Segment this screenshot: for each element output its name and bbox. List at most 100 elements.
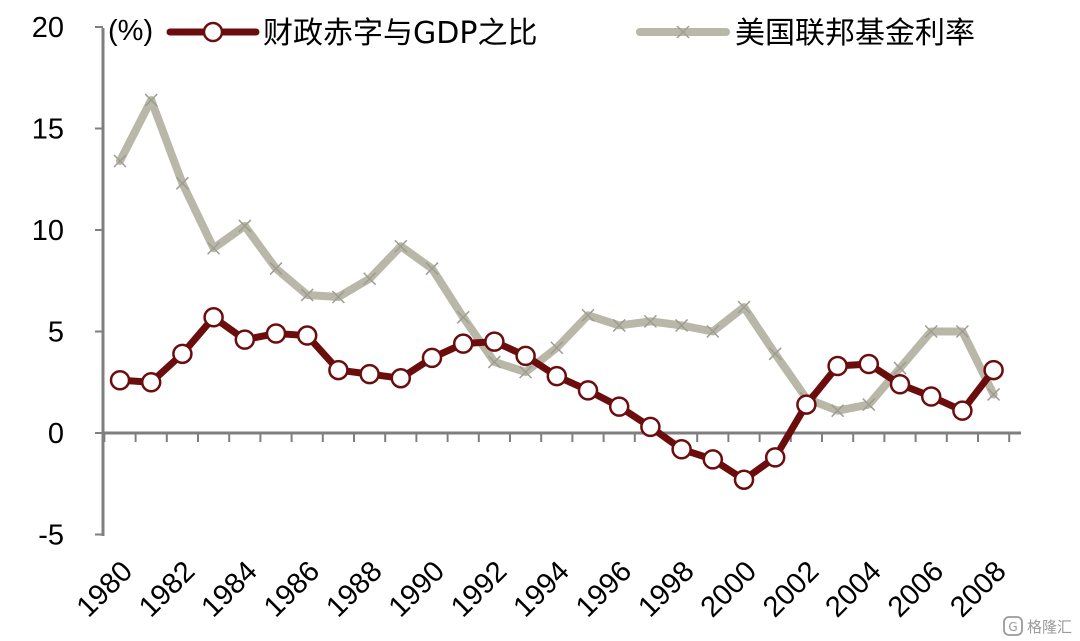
x-tick-label: 2004 bbox=[820, 555, 888, 623]
data-point bbox=[675, 318, 689, 332]
x-tick-label: 1982 bbox=[133, 555, 201, 623]
x-tick-label: 1984 bbox=[196, 555, 264, 623]
data-point bbox=[952, 400, 973, 421]
data-point bbox=[987, 387, 1001, 401]
data-point bbox=[612, 318, 626, 332]
x-tick-label: 1996 bbox=[570, 555, 638, 623]
marker-stroke bbox=[269, 262, 283, 276]
legend-entry-fiscal-deficit: 财政赤字与GDP之比 bbox=[166, 16, 537, 51]
marker-stroke bbox=[987, 387, 1001, 401]
data-point bbox=[764, 447, 786, 468]
data-point bbox=[487, 355, 501, 369]
x-axis-ticks: 1980198219841986198819901992199419961998… bbox=[71, 433, 1013, 624]
marker-stroke bbox=[144, 93, 158, 107]
marker-stroke bbox=[893, 361, 907, 375]
data-point bbox=[796, 394, 817, 415]
marker-stroke bbox=[737, 300, 751, 314]
marker-stroke bbox=[394, 239, 408, 253]
x-tick-label: 1990 bbox=[383, 555, 451, 623]
data-point bbox=[484, 331, 505, 352]
marker-stroke bbox=[207, 241, 221, 255]
y-tick-label: 15 bbox=[32, 114, 64, 146]
marker-stroke bbox=[300, 288, 314, 302]
y-axis-ticks: -5 0 5 10 15 20 bbox=[32, 12, 103, 552]
marker-stroke bbox=[331, 290, 345, 304]
data-point bbox=[643, 314, 657, 328]
watermark: G 格隆汇 bbox=[1003, 616, 1072, 636]
data-point bbox=[831, 404, 845, 418]
g-logo-icon bbox=[1003, 616, 1023, 636]
data-point bbox=[920, 386, 942, 407]
marker-stroke bbox=[955, 324, 969, 339]
data-point bbox=[889, 374, 911, 395]
data-point bbox=[706, 324, 720, 339]
data-point bbox=[394, 239, 408, 253]
marker-stroke bbox=[831, 404, 845, 418]
y-unit-label: (%) bbox=[108, 15, 153, 47]
y-tick-label: -5 bbox=[38, 520, 64, 552]
data-point bbox=[331, 290, 345, 304]
y-tick-label: 5 bbox=[48, 317, 64, 349]
marker-stroke bbox=[862, 398, 876, 412]
data-point bbox=[172, 343, 193, 365]
data-point bbox=[175, 176, 189, 190]
y-tick-label: 20 bbox=[32, 12, 64, 44]
data-point bbox=[207, 241, 221, 255]
data-point bbox=[924, 324, 938, 339]
y-tick-label: 0 bbox=[48, 418, 64, 450]
legend-label: 美国联邦基金利率 bbox=[735, 16, 975, 51]
x-tick-label: 2002 bbox=[757, 555, 825, 623]
marker-stroke bbox=[581, 308, 595, 322]
x-tick-label: 1986 bbox=[258, 555, 326, 623]
data-point bbox=[359, 363, 380, 385]
data-point bbox=[456, 310, 470, 324]
data-point bbox=[733, 469, 755, 490]
x-tick-label: 2006 bbox=[882, 555, 950, 623]
x-tick-label: 1994 bbox=[508, 555, 576, 623]
series-layer bbox=[109, 93, 1004, 490]
legend-label: 财政赤字与GDP之比 bbox=[263, 16, 537, 51]
data-point bbox=[519, 365, 533, 379]
x-tick-label: 1998 bbox=[632, 555, 700, 623]
data-point bbox=[269, 262, 283, 276]
data-point bbox=[296, 325, 318, 346]
legend-marker bbox=[202, 21, 224, 43]
chart-axes bbox=[101, 28, 1021, 536]
data-point bbox=[425, 262, 439, 276]
marker-stroke bbox=[643, 314, 657, 328]
marker-stroke bbox=[456, 310, 470, 324]
x-tick-label: 1992 bbox=[445, 555, 513, 623]
data-point bbox=[546, 365, 568, 387]
data-point bbox=[515, 345, 536, 367]
legend-entry-fed-funds-rate: 美国联邦基金利率 bbox=[636, 16, 975, 51]
data-point bbox=[265, 323, 287, 344]
data-point bbox=[955, 324, 969, 339]
y-tick-label: 10 bbox=[32, 215, 64, 247]
data-point bbox=[893, 361, 907, 375]
data-point bbox=[238, 219, 252, 233]
data-point bbox=[140, 372, 162, 393]
legend-marker bbox=[676, 25, 690, 39]
marker-stroke bbox=[519, 365, 533, 379]
x-tick-label: 1980 bbox=[71, 555, 139, 623]
x-tick-label: 1988 bbox=[320, 555, 388, 623]
data-point bbox=[328, 359, 349, 381]
marker-stroke bbox=[675, 318, 689, 332]
g-logo-icon-glyph: G bbox=[1008, 620, 1017, 634]
data-point bbox=[144, 93, 158, 107]
marker-stroke bbox=[487, 355, 501, 369]
marker-stroke bbox=[768, 347, 782, 361]
watermark-text: 格隆汇 bbox=[1027, 618, 1072, 636]
data-point bbox=[862, 398, 876, 412]
data-point bbox=[608, 396, 630, 417]
marker-stroke bbox=[612, 318, 626, 332]
data-point bbox=[577, 380, 599, 401]
marker-stroke bbox=[924, 324, 938, 339]
marker-stroke bbox=[175, 176, 189, 190]
data-point bbox=[203, 307, 224, 328]
data-point bbox=[581, 308, 595, 322]
data-point bbox=[983, 359, 1004, 381]
marker-stroke bbox=[238, 219, 252, 233]
marker-stroke bbox=[425, 262, 439, 276]
